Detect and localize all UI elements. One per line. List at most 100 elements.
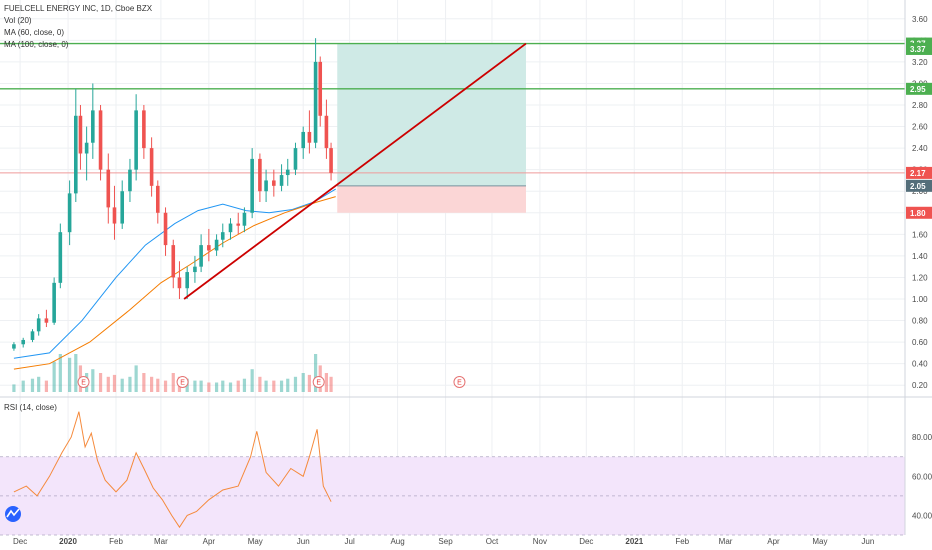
candle-body-29 xyxy=(220,232,225,240)
loss-zone xyxy=(337,185,526,213)
volume-bar-19 xyxy=(150,376,154,392)
candle-37 xyxy=(279,164,284,192)
candle-12 xyxy=(98,105,103,181)
candle-body-35 xyxy=(264,180,268,192)
candle-body-13 xyxy=(106,169,111,208)
candle-3 xyxy=(36,314,41,336)
volume-bar-17 xyxy=(134,365,138,392)
candle-body-31 xyxy=(236,223,241,226)
y-tick-10: 1.60 xyxy=(912,230,928,239)
volume-bar-31 xyxy=(236,380,240,392)
candle-body-8 xyxy=(74,115,78,194)
candle-45 xyxy=(329,142,333,181)
candle-body-23 xyxy=(177,277,182,289)
rsi-tick-2: 40.00 xyxy=(912,511,932,520)
price-tag-1: 3.37 xyxy=(906,42,932,55)
volume-bar-25 xyxy=(193,380,197,392)
candle-body-5 xyxy=(52,282,56,323)
candle-38 xyxy=(285,158,290,186)
candle-15 xyxy=(120,180,125,229)
candle-body-20 xyxy=(155,185,160,213)
candle-body-30 xyxy=(228,223,233,233)
volume-bar-0 xyxy=(12,384,16,392)
candle-39 xyxy=(293,142,298,176)
x-tick-7: Jul xyxy=(345,537,355,546)
y-tick-14: 0.80 xyxy=(912,317,928,326)
candle-body-14 xyxy=(112,207,117,224)
candle-26 xyxy=(199,234,203,273)
x-tick-6: Jun xyxy=(297,537,310,546)
volume-bar-22 xyxy=(171,373,175,392)
candle-4 xyxy=(44,309,49,328)
volume-bar-41 xyxy=(307,374,312,392)
candle-9 xyxy=(78,105,83,170)
candle-31 xyxy=(236,212,241,235)
candle-body-22 xyxy=(171,245,176,278)
volume-bar-5 xyxy=(52,361,56,392)
candle-34 xyxy=(258,153,262,202)
price-tag-bg-3 xyxy=(906,166,932,179)
volume-bar-34 xyxy=(258,376,262,392)
volume-bar-21 xyxy=(163,380,168,392)
candle-body-45 xyxy=(329,148,333,173)
volume-bar-44 xyxy=(324,373,329,392)
candle-body-33 xyxy=(250,158,254,213)
volume-bar-16 xyxy=(128,376,132,392)
volume-bar-29 xyxy=(221,380,225,392)
candle-6 xyxy=(58,223,63,289)
candle-body-40 xyxy=(301,131,306,149)
volume-bar-11 xyxy=(91,369,95,392)
earnings-marker-1: E xyxy=(176,376,189,388)
rsi-label[interactable]: RSI (14, close) xyxy=(4,403,57,412)
vol-label[interactable]: Vol (20) xyxy=(4,16,32,25)
candle-body-18 xyxy=(142,110,146,149)
volume-bar-45 xyxy=(329,376,333,392)
earnings-circle-1 xyxy=(176,376,189,388)
candle-17 xyxy=(134,94,138,181)
volume-bar-6 xyxy=(58,354,62,392)
price-tag-text-2: 2.95 xyxy=(910,85,926,94)
volume-bar-12 xyxy=(98,373,103,392)
x-tick-18: Jun xyxy=(861,537,874,546)
y-tick-6: 2.40 xyxy=(912,144,928,153)
tradingview-logo[interactable] xyxy=(5,506,21,522)
candle-body-9 xyxy=(78,115,83,154)
candle-33 xyxy=(250,148,254,219)
x-tick-15: Mar xyxy=(719,537,733,546)
candle-40 xyxy=(301,126,306,159)
trend-line[interactable] xyxy=(183,42,527,300)
volume-bar-28 xyxy=(214,382,219,392)
candle-body-3 xyxy=(36,318,41,332)
x-tick-16: Apr xyxy=(767,537,780,546)
volume-bar-14 xyxy=(112,374,117,392)
price-tag-text-4: 2.05 xyxy=(910,182,926,191)
candle-24 xyxy=(185,266,189,299)
y-tick-12: 1.20 xyxy=(912,273,928,282)
ma100-line xyxy=(13,196,336,370)
volume-bar-27 xyxy=(207,382,211,392)
price-tag-bg-5 xyxy=(906,206,932,219)
candle-body-39 xyxy=(293,148,298,170)
earnings-e-3: E xyxy=(457,380,462,387)
price-tag-text-3: 2.17 xyxy=(910,169,926,178)
candle-body-7 xyxy=(67,193,72,233)
candle-body-44 xyxy=(324,115,329,149)
candle-35 xyxy=(264,169,268,202)
x-tick-3: Mar xyxy=(154,537,168,546)
candle-2 xyxy=(30,329,35,343)
candle-body-36 xyxy=(272,180,276,186)
volume-bar-32 xyxy=(242,378,247,392)
earnings-circle-2 xyxy=(312,376,325,388)
ma60-label[interactable]: MA (60, close, 0) xyxy=(4,28,64,37)
candle-body-19 xyxy=(149,148,154,186)
grid xyxy=(0,0,905,535)
candle-22 xyxy=(171,239,176,289)
y-tick-17: 0.20 xyxy=(912,381,928,390)
rsi-tick-0: 80.00 xyxy=(912,433,932,442)
volume-bar-3 xyxy=(37,376,41,392)
volume-bar-4 xyxy=(44,380,49,392)
candle-19 xyxy=(149,137,154,197)
candle-41 xyxy=(307,110,312,154)
ma100-label[interactable]: MA (100, close, 0) xyxy=(4,40,69,49)
